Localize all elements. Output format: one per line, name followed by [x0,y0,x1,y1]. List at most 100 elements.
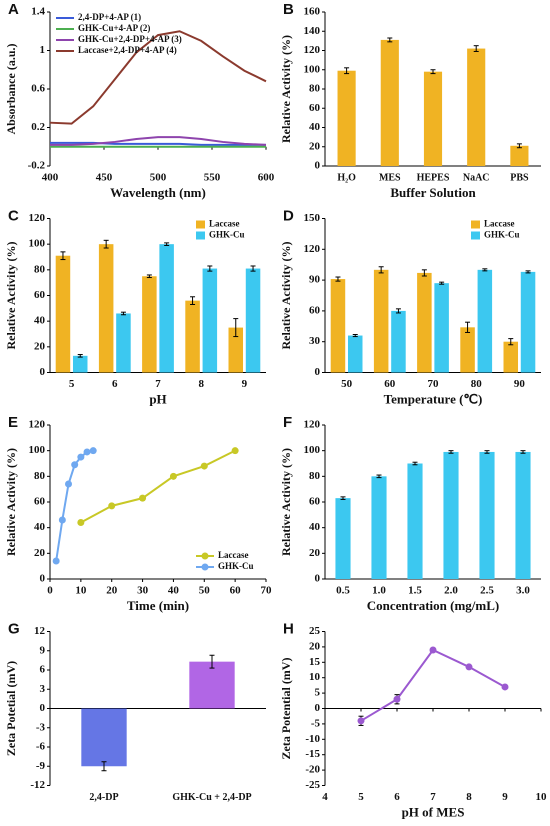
x-tick-label: 450 [96,172,113,184]
bar [81,708,127,767]
error-bar [190,296,196,305]
panel-label: E [8,414,18,431]
legend-label: GHK-Cu [209,230,245,240]
y-tick-label: 20 [34,340,46,352]
y-tick-label: -15 [305,748,320,760]
legend-swatch [471,231,480,240]
y-tick-label: 3 [40,683,46,695]
x-tick-label: 7 [430,791,436,803]
y-tick-label: 80 [34,470,46,482]
bar [116,313,131,373]
y-axis-label: Relative Activity (%) [4,242,18,350]
legend-marker [201,552,209,560]
y-axis-label: Relative Activity (%) [4,448,18,556]
legend-label: Laccase [484,219,515,229]
error-bar [465,321,471,333]
x-tick-label: 30 [137,585,149,597]
legend-label: GHK-Cu+2,4-DP+4-AP (3) [78,34,182,44]
x-axis-label: pH [149,391,166,406]
marker [429,646,437,654]
error-bar [520,450,526,454]
line [80,449,236,524]
y-axis-label: Relative Activity (%) [279,448,293,556]
x-tick-label: GHK-Cu + 2,4-DP [172,792,251,803]
marker [71,461,79,469]
bar [467,48,486,167]
y-tick-label: 20 [309,640,321,652]
y-tick-label: 120 [29,212,46,224]
error-bar [233,318,239,338]
bar [98,244,114,373]
error-bar [525,270,531,274]
panel-label: C [8,207,19,224]
panel-label: G [8,620,20,637]
x-tick-label: 5 [69,378,75,390]
panel: A -0.2 0.2 0.6 1 1.4 Absorbance (a.u.) Waveleng… [4,1,275,200]
y-tick-label: 0 [315,160,321,172]
legend-label: Laccase+2,4-DP+4-AP (4) [78,45,177,55]
x-tick-label: MES [379,172,401,183]
x-tick-label: NaAC [463,172,490,183]
error-bar [207,265,213,272]
bar [371,476,387,579]
panel-label: D [283,207,294,224]
marker [393,695,401,703]
marker [501,683,509,691]
error-bar [120,311,126,316]
x-axis-label: Wavelength (nm) [110,185,206,200]
error-bar [448,450,454,454]
legend-label: Laccase [218,550,249,560]
bar [72,355,88,373]
y-tick-label: 15 [309,656,321,668]
x-tick-label: 20 [106,585,118,597]
y-tick-label: 20 [34,547,46,559]
x-tick-label: 0 [47,585,53,597]
y-tick-label: 120 [304,243,321,255]
y-tick-label: 40 [34,521,46,533]
y-tick-label: -3 [36,721,46,733]
y-tick-label: 0 [315,366,321,378]
marker [139,494,147,502]
line [50,141,266,146]
x-tick-label: 50 [199,585,211,597]
error-bar [335,276,341,282]
bar [159,244,174,373]
y-tick-label: 90 [309,274,321,286]
marker [465,663,473,671]
y-tick-label: 60 [309,304,321,316]
x-tick-label: 550 [204,172,221,184]
error-bar [484,450,490,454]
panel-label: A [8,1,19,18]
x-tick-label: 90 [514,378,526,390]
error-bar [508,338,514,346]
x-tick-label: 6 [112,378,118,390]
panel: D 0 30 60 90 120 150 Relative Activity (%) Tempe… [279,207,541,406]
panel: F 0 20 40 60 80 100 120 Relative Activity (%) Con… [279,414,541,613]
y-tick-label: 0 [40,366,46,378]
bar [515,451,531,579]
error-bar [412,461,418,466]
y-tick-label: 20 [309,547,321,559]
y-tick-label: 100 [304,63,321,75]
x-tick-label: 3.0 [516,585,530,597]
y-tick-label: 0.6 [31,83,45,95]
y-tick-label: 80 [309,470,321,482]
y-tick-label: 0 [315,702,321,714]
marker [89,447,97,455]
x-axis-label: Time (min) [127,598,189,613]
bar [460,327,475,373]
y-tick-label: 100 [29,444,46,456]
error-bar [395,308,401,314]
y-tick-label: 1.4 [31,6,45,18]
error-bar [250,265,256,272]
marker [52,557,60,565]
x-tick-label: H₂O [337,172,356,183]
x-tick-label: 80 [471,378,483,390]
bar [373,269,389,373]
bar [189,661,235,709]
bar [330,279,346,373]
marker [231,447,239,455]
x-tick-label: 70 [428,378,440,390]
y-axis-label: Zeta Potential (mV) [279,658,293,760]
y-tick-label: -25 [305,779,320,791]
